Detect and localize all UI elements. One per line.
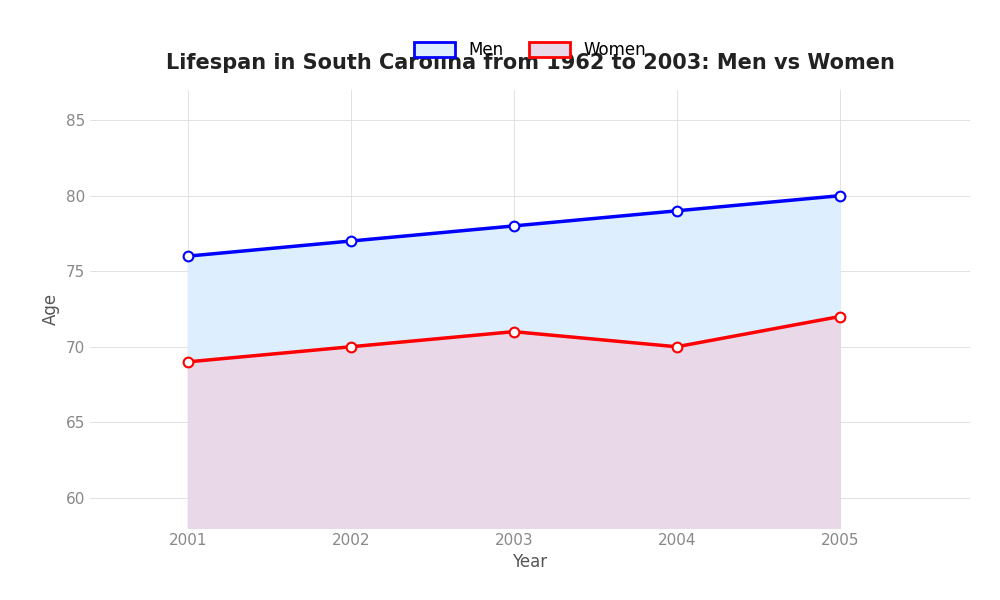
Title: Lifespan in South Carolina from 1962 to 2003: Men vs Women: Lifespan in South Carolina from 1962 to … bbox=[166, 53, 894, 73]
X-axis label: Year: Year bbox=[512, 553, 548, 571]
Legend: Men, Women: Men, Women bbox=[414, 41, 646, 59]
Y-axis label: Age: Age bbox=[42, 293, 60, 325]
